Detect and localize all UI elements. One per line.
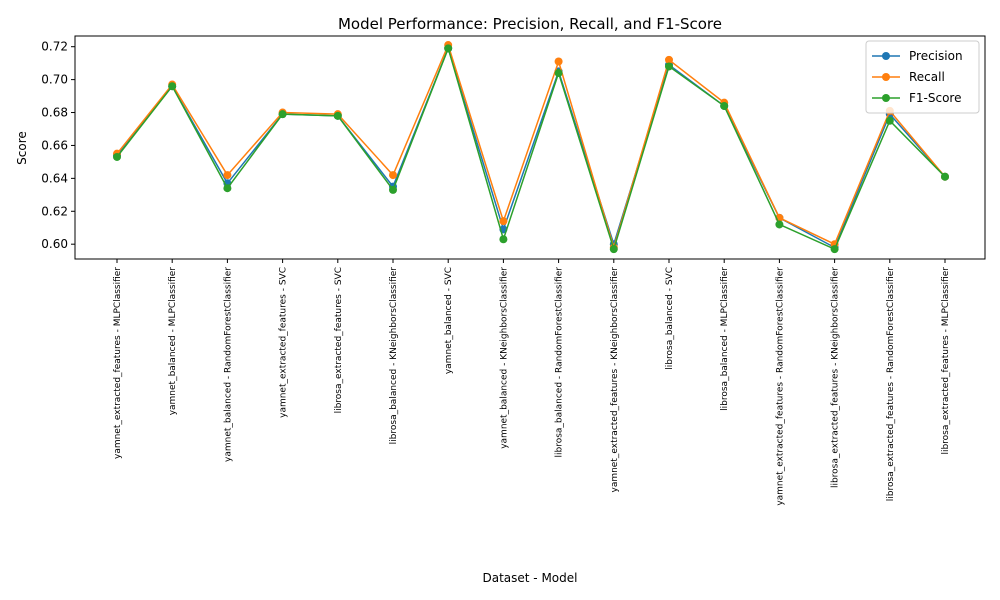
legend-box (865, 40, 980, 114)
data-point-recall (665, 55, 673, 64)
data-point-f1-score (113, 152, 121, 161)
data-point-f1-score (609, 245, 618, 254)
x-tick-label: librosa_extracted_features - KNeighborsC… (831, 267, 841, 488)
data-point-f1-score (389, 185, 397, 194)
x-tick-label: yamnet_extracted_features - MLPClassifie… (113, 267, 123, 459)
x-axis: yamnet_extracted_features - MLPClassifie… (113, 259, 951, 506)
data-point-f1-score (168, 82, 177, 91)
legend: Precision Recall F1-Score (865, 40, 980, 114)
series-layer (113, 41, 949, 254)
y-tick-label: 0.70 (41, 73, 68, 87)
y-axis-label: Score (15, 131, 29, 165)
y-tick-label: 0.72 (41, 40, 68, 54)
data-point-recall (389, 171, 397, 180)
x-tick-label: librosa_balanced - SVC (665, 267, 675, 370)
data-point-f1-score (554, 69, 563, 78)
legend-label-recall: Recall (909, 70, 945, 84)
data-point-f1-score (444, 44, 453, 53)
legend-marker-f1-score (882, 94, 890, 102)
data-point-f1-score (885, 116, 894, 125)
data-point-f1-score (775, 220, 784, 229)
x-tick-label: librosa_extracted_features - MLPClassifi… (941, 267, 951, 455)
x-tick-label: librosa_balanced - MLPClassifier (720, 267, 730, 411)
data-point-recall (499, 217, 508, 226)
series-line-precision (116, 46, 946, 249)
data-point-f1-score (278, 110, 287, 119)
y-tick-label: 0.62 (41, 204, 68, 218)
data-point-f1-score (333, 111, 342, 120)
legend-label-precision: Precision (909, 49, 963, 63)
x-tick-label: yamnet_extracted_features - KNeighborsCl… (610, 267, 620, 493)
data-point-f1-score (830, 245, 839, 254)
data-point-f1-score (941, 172, 949, 181)
data-point-f1-score (720, 101, 729, 110)
x-tick-label: yamnet_extracted_features - SVC (279, 267, 289, 418)
x-tick-label: yamnet_balanced - KNeighborsClassifier (499, 267, 509, 449)
x-axis-label: Dataset - Model (483, 571, 578, 585)
chart-title: Model Performance: Precision, Recall, an… (338, 15, 722, 33)
x-tick-label: yamnet_extracted_features - RandomForest… (775, 267, 785, 506)
data-point-recall (223, 171, 232, 180)
data-point-recall (554, 57, 563, 66)
data-point-f1-score (499, 235, 508, 244)
series-line-recall (116, 42, 946, 251)
y-axis: 0.60 0.62 0.64 0.66 0.68 0.70 0.72 (41, 40, 75, 251)
x-tick-label: yamnet_balanced - SVC (444, 267, 454, 374)
legend-marker-recall (882, 73, 890, 81)
legend-label-f1-score: F1-Score (909, 91, 961, 105)
y-tick-label: 0.64 (41, 171, 68, 185)
legend-marker-precision (882, 52, 890, 60)
x-tick-label: librosa_balanced - KNeighborsClassifier (389, 267, 399, 445)
x-tick-label: yamnet_balanced - RandomForestClassifier (223, 267, 233, 462)
x-tick-label: librosa_extracted_features - SVC (334, 267, 344, 413)
y-tick-label: 0.60 (41, 237, 68, 251)
y-tick-label: 0.68 (41, 106, 68, 120)
y-tick-label: 0.66 (41, 138, 68, 152)
data-point-f1-score (665, 62, 673, 71)
plot-frame (74, 35, 986, 260)
x-tick-label: yamnet_balanced - MLPClassifier (168, 267, 178, 416)
x-tick-label: librosa_balanced - RandomForestClassifie… (555, 267, 565, 458)
x-tick-label: librosa_extracted_features - RandomFores… (886, 267, 896, 502)
data-point-f1-score (223, 184, 232, 193)
series-line-f1-score (116, 46, 946, 252)
